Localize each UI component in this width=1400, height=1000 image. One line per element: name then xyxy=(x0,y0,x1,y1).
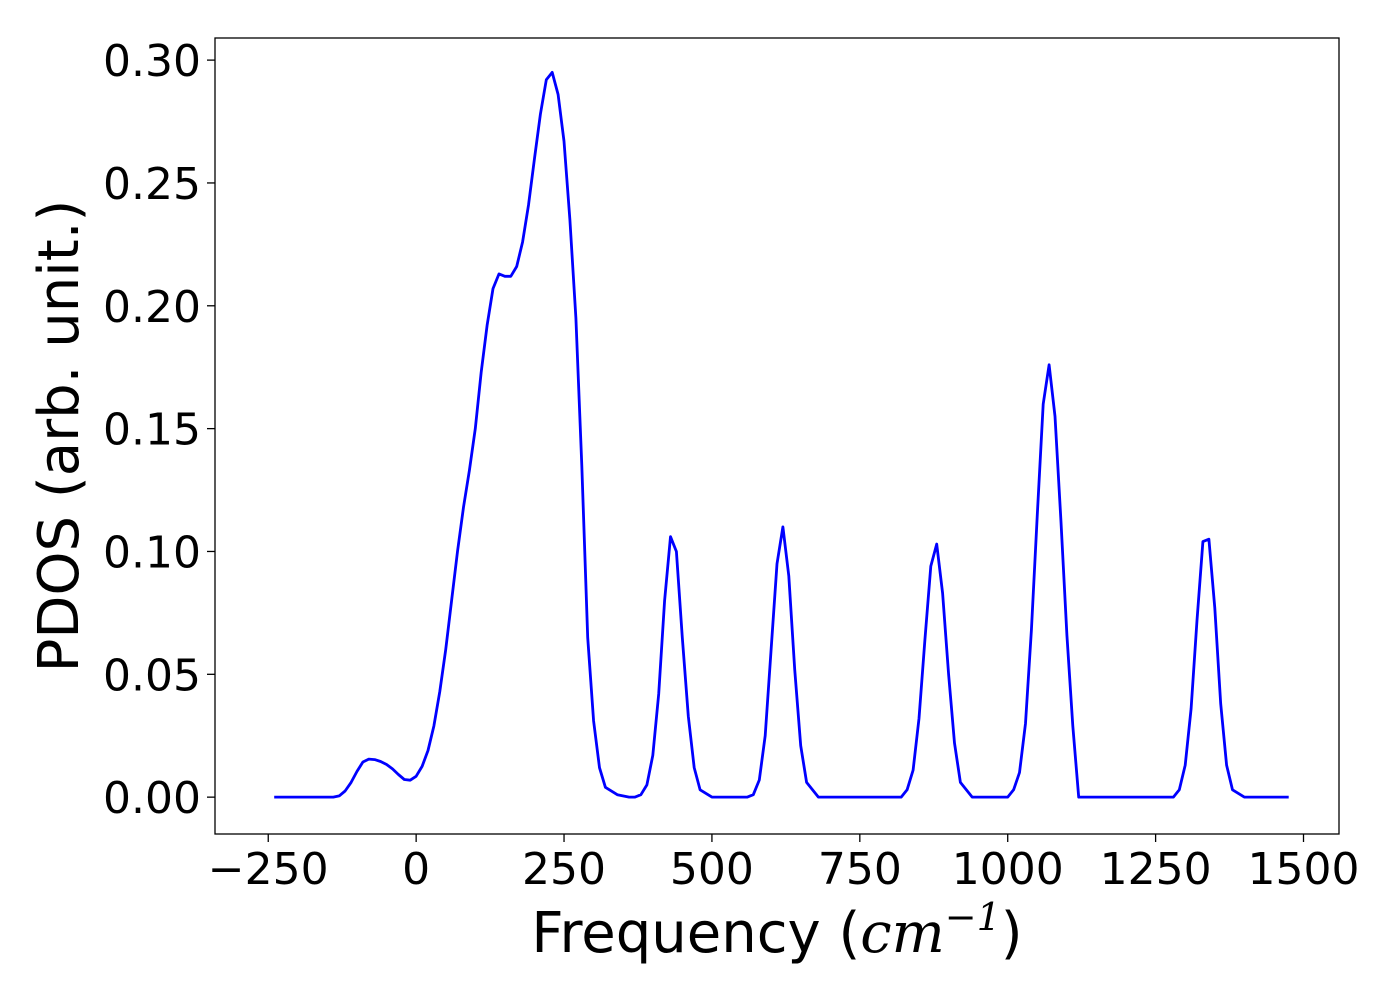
x-tick-label: 500 xyxy=(670,844,754,895)
x-tick-label: 1000 xyxy=(952,844,1064,895)
x-tick-label: 750 xyxy=(818,844,902,895)
y-tick-label: 0.15 xyxy=(103,405,201,456)
y-axis: 0.00 0.05 0.10 0.15 0.20 0.25 0.30 xyxy=(103,36,215,824)
y-tick-label: 0.30 xyxy=(103,36,201,87)
y-tick-label: 0.20 xyxy=(103,282,201,333)
x-axis-unit-exponent: −1 xyxy=(945,895,1001,939)
x-tick-label: 250 xyxy=(522,844,606,895)
x-axis-label: Frequency (cm−1) xyxy=(531,895,1022,966)
y-tick-label: 0.05 xyxy=(103,650,201,701)
x-tick-label: −250 xyxy=(208,844,329,895)
axes-frame xyxy=(214,37,1340,835)
pdos-series-line xyxy=(274,71,1289,799)
y-tick-label: 0.25 xyxy=(103,159,201,210)
y-tick-label: 0.00 xyxy=(103,773,201,824)
x-axis-label-text: Frequency xyxy=(531,901,820,966)
x-tick-label: 1500 xyxy=(1248,844,1360,895)
x-axis-unit: cm xyxy=(860,901,944,966)
x-tick-label: 0 xyxy=(402,844,430,895)
x-axis: −250 0 250 500 750 1000 1250 1500 xyxy=(208,834,1360,895)
x-tick-label: 1250 xyxy=(1100,844,1212,895)
series-layer xyxy=(274,71,1289,799)
y-axis-label: PDOS (arb. unit.) xyxy=(27,200,92,673)
y-tick-label: 0.10 xyxy=(103,527,201,578)
